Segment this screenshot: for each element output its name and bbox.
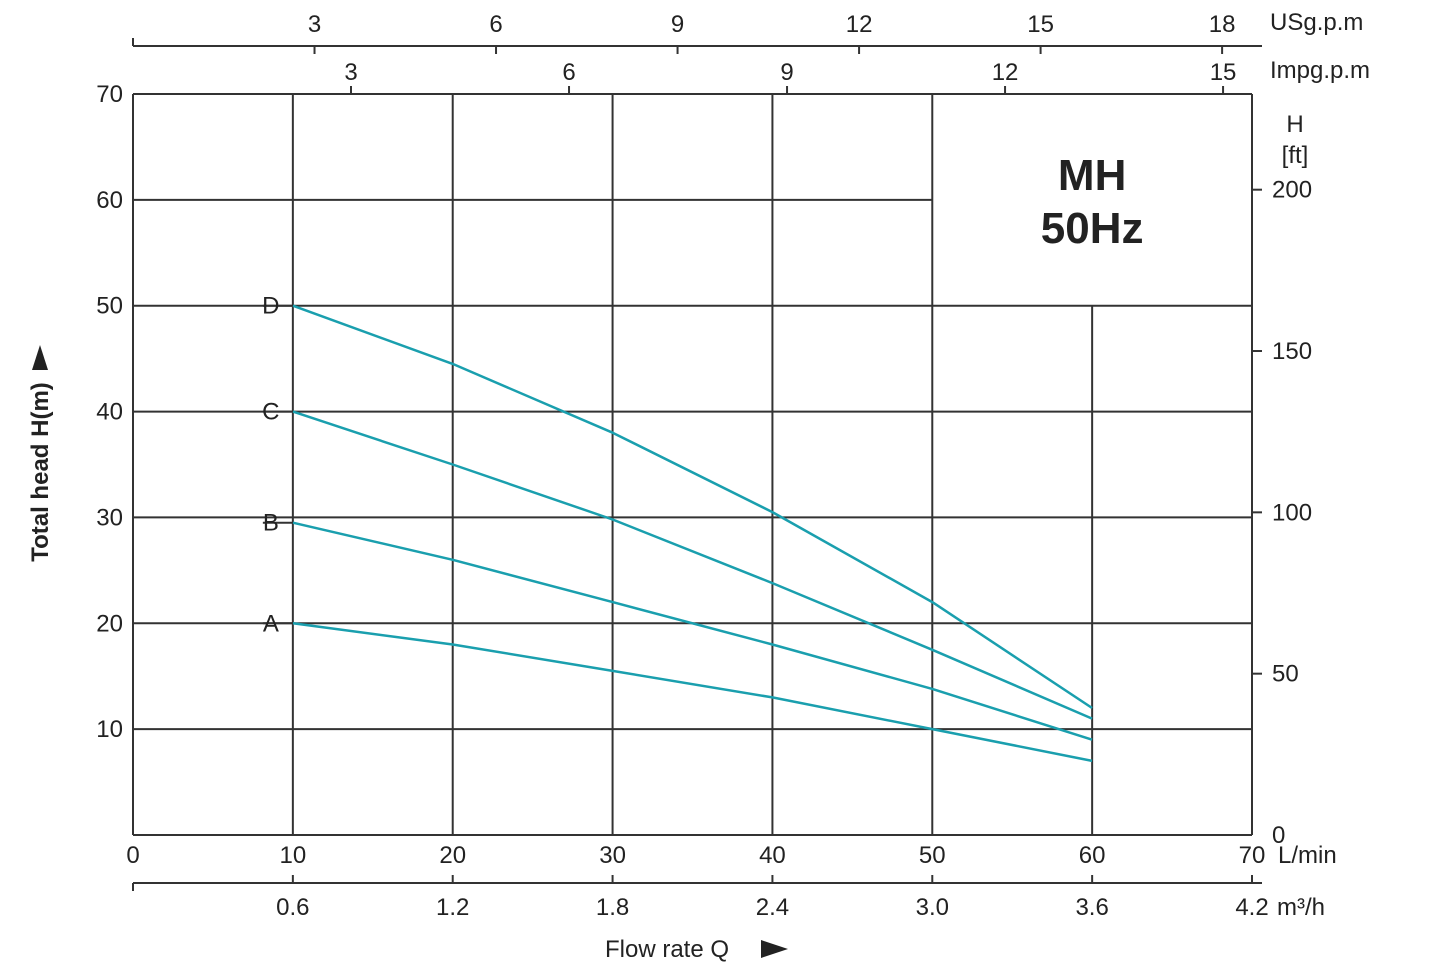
m3h-tick-label-5: 3.6 [1075,894,1108,921]
ft-unit-label-line1: H [1286,111,1303,138]
y-tick-label-30: 30 [96,504,123,531]
y-tick-label-60: 60 [96,187,123,214]
m3h-tick-label-0: 0.6 [276,894,309,921]
impgpm-tick-label-1: 6 [562,59,575,86]
chart-title: MH [1058,151,1126,200]
x-axis-label: Flow rate Q [605,936,729,963]
ft-tick-label-1: 50 [1272,661,1299,688]
ft-tick-label-0: 0 [1272,822,1285,849]
m3h-tick-label-6: 4.2 [1235,894,1268,921]
impgpm-tick-label-0: 3 [344,59,357,86]
series-line-C [292,410,1093,720]
x-tick-label-40: 40 [759,842,786,869]
grid-layer [133,94,1252,835]
y-tick-label-50: 50 [96,293,123,320]
m3h-tick-label-3: 2.4 [756,894,789,921]
y-tick-label-70: 70 [96,81,123,108]
x-tick-label-30: 30 [599,842,626,869]
m3h-tick-label-2: 1.8 [596,894,629,921]
usgpm-tick-label-1: 6 [489,11,502,38]
usgpm-unit-label: USg.p.m [1270,9,1363,36]
ft-unit-label-line2: [ft] [1282,142,1309,169]
x-tick-label-70: 70 [1239,842,1266,869]
usgpm-tick-label-4: 15 [1027,11,1054,38]
impgpm-unit-label: Impg.p.m [1270,57,1370,84]
ft-tick-label-4: 200 [1272,177,1312,204]
y-axis-label: Total head H(m) [27,382,54,562]
impgpm-tick-label-4: 15 [1210,59,1237,86]
y-tick-label-10: 10 [96,716,123,743]
usgpm-tick-label-0: 3 [308,11,321,38]
x-tick-label-20: 20 [439,842,466,869]
x-unit-label: L/min [1278,842,1337,869]
m3h-unit-label: m³/h [1277,894,1325,921]
impgpm-tick-label-2: 9 [780,59,793,86]
series-line-A [292,622,1093,763]
usgpm-tick-label-2: 9 [671,11,684,38]
m3h-tick-label-1: 1.2 [436,894,469,921]
y-axis-arrow-icon [32,345,48,370]
chart-subtitle: 50Hz [1041,204,1144,253]
series-label-B: B [263,510,279,537]
impgpm-tick-label-3: 12 [992,59,1019,86]
ft-tick-label-3: 150 [1272,338,1312,365]
series-label-C: C [262,399,279,426]
x-tick-label-0: 0 [126,842,139,869]
x-tick-label-10: 10 [280,842,307,869]
series-line-B [292,521,1093,741]
x-axis-arrow-icon [761,940,788,958]
series-label-A: A [263,610,279,637]
x-tick-label-60: 60 [1079,842,1106,869]
ft-tick-label-2: 100 [1272,499,1312,526]
y-tick-label-40: 40 [96,399,123,426]
y-tick-label-20: 20 [96,610,123,637]
x-tick-label-50: 50 [919,842,946,869]
series-label-D: D [262,293,279,320]
usgpm-tick-label-3: 12 [846,11,873,38]
series-line-D [292,304,1093,710]
m3h-tick-label-4: 3.0 [916,894,949,921]
series-layer [262,304,1093,763]
axes-layer [32,38,1262,958]
usgpm-tick-label-5: 18 [1209,11,1236,38]
